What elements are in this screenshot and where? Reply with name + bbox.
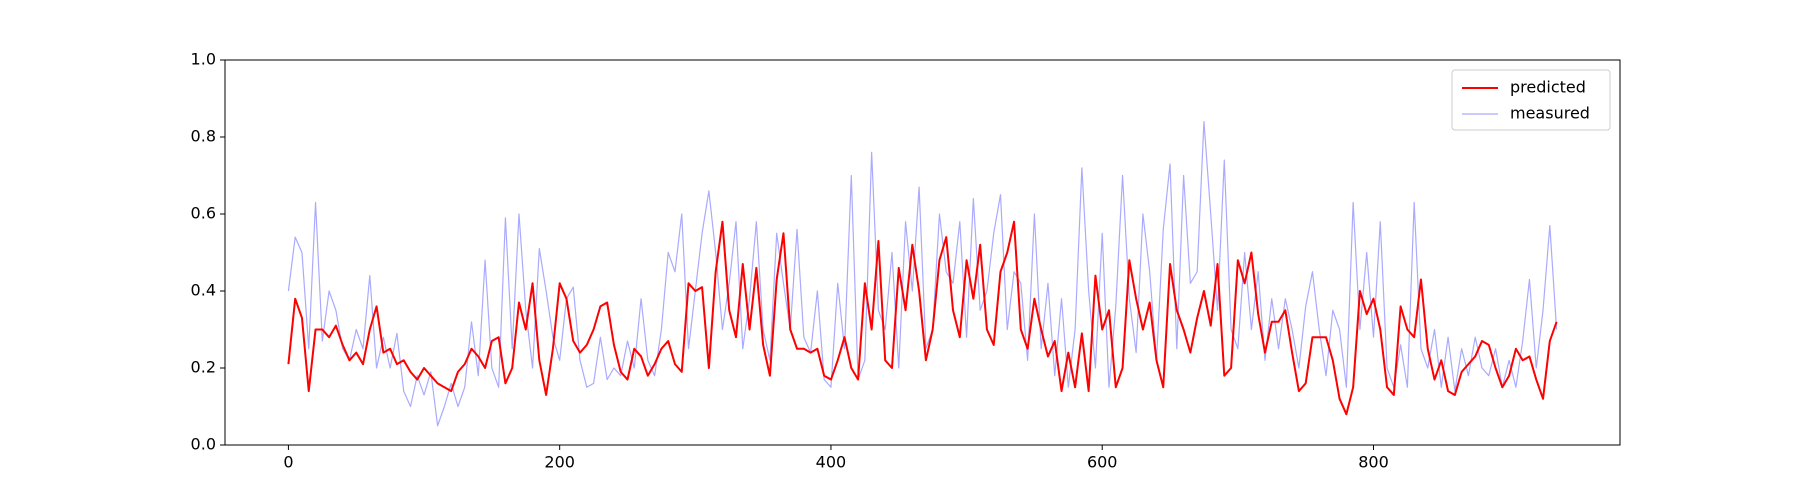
plot-frame xyxy=(224,59,1621,446)
x-tick-label: 200 xyxy=(544,453,575,472)
series-line xyxy=(287,121,1558,427)
y-tick-label: 0.0 xyxy=(191,435,216,454)
series-line xyxy=(287,220,1558,416)
x-tick-label: 800 xyxy=(1358,453,1389,472)
legend-label: measured xyxy=(1510,104,1590,123)
y-tick-label: 0.6 xyxy=(191,204,216,223)
x-tick-label: 400 xyxy=(816,453,847,472)
x-tick-label: 0 xyxy=(283,453,293,472)
y-tick-label: 0.2 xyxy=(191,358,216,377)
y-tick-label: 1.0 xyxy=(191,50,216,69)
x-tick-label: 600 xyxy=(1087,453,1118,472)
legend-box xyxy=(1451,69,1611,131)
y-tick-label: 0.8 xyxy=(191,127,216,146)
y-tick-label: 0.4 xyxy=(191,281,216,300)
legend-label: predicted xyxy=(1510,78,1586,97)
